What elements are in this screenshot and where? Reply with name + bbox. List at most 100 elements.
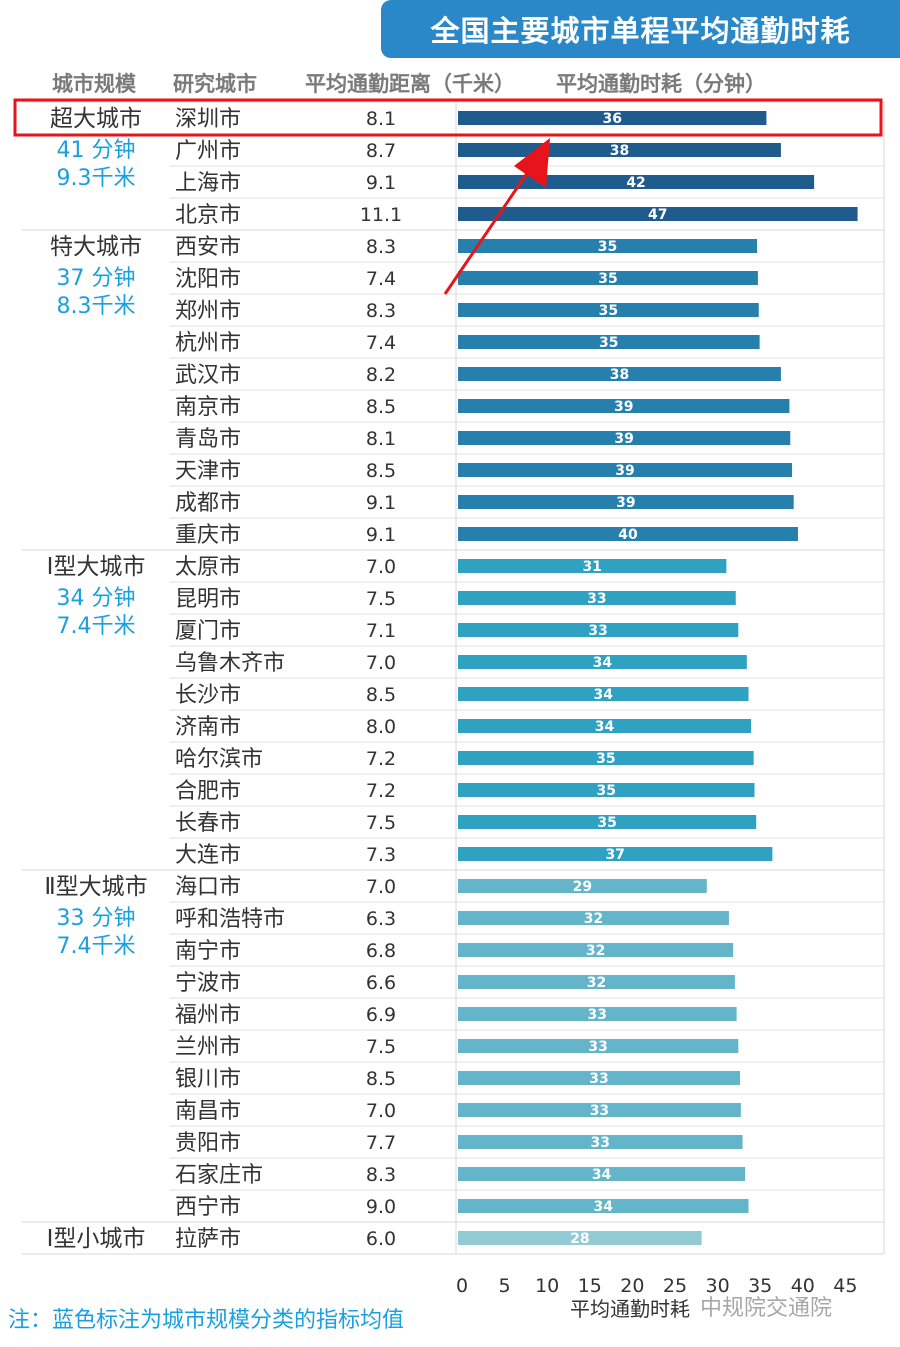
header-city: 研究城市	[173, 72, 257, 96]
bar-value-label: 36	[602, 111, 621, 127]
distance-value: 6.6	[366, 972, 396, 994]
group-avg-distance: 7.4千米	[57, 934, 136, 959]
distance-value: 11.1	[360, 204, 402, 226]
group-avg-distance: 7.4千米	[57, 614, 136, 639]
x-tick-label: 45	[833, 1275, 857, 1297]
bar	[458, 175, 815, 189]
bar-value-label: 35	[599, 335, 618, 351]
bar	[458, 431, 791, 445]
header-city-scale: 城市规模	[52, 72, 136, 96]
bar	[458, 751, 754, 765]
bar	[458, 1071, 741, 1085]
bar-value-label: 40	[618, 527, 638, 543]
highlight-arrow-shaft	[443, 159, 538, 295]
city-name: 福州市	[175, 1003, 241, 1028]
distance-value: 7.4	[366, 268, 396, 290]
bar	[458, 111, 767, 125]
bar	[458, 1231, 702, 1245]
bar-value-label: 33	[587, 591, 606, 607]
bar	[458, 943, 734, 957]
city-name: 石家庄市	[175, 1163, 263, 1188]
bar-value-label: 33	[589, 1071, 608, 1087]
bar-value-label: 37	[605, 847, 624, 863]
group-name: Ⅰ型大城市	[47, 554, 146, 580]
distance-value: 7.0	[366, 1100, 396, 1122]
city-name: 郑州市	[175, 299, 241, 324]
distance-value: 8.5	[366, 460, 396, 482]
city-name: 南京市	[175, 395, 241, 420]
chart-title: 全国主要城市单程平均通勤时耗	[430, 14, 851, 48]
bar-value-label: 33	[590, 1103, 609, 1119]
commute-chart: 36 深圳市 8.1 38 广州市 8.7 42 上海市 9.1 47 北京市 11.1 超大城市 41 …	[13, 98, 885, 1297]
distance-value: 7.5	[366, 812, 396, 834]
bar	[458, 591, 736, 605]
city-name: 银川市	[175, 1067, 241, 1092]
bar-value-label: 33	[588, 1039, 607, 1055]
x-axis-title: 平均通勤时耗	[570, 1297, 690, 1321]
city-name: 沈阳市	[175, 267, 241, 292]
bar-value-label: 32	[587, 975, 606, 991]
bar	[458, 207, 858, 221]
bar	[458, 623, 739, 637]
city-name: 哈尔滨市	[175, 747, 263, 772]
distance-value: 8.1	[366, 108, 396, 130]
city-name: 重庆市	[175, 523, 241, 548]
bar	[458, 879, 707, 893]
bar-value-label: 47	[648, 207, 667, 223]
city-name: 杭州市	[175, 331, 241, 356]
bar	[458, 815, 757, 829]
title-banner: 全国主要城市单程平均通勤时耗	[381, 0, 900, 58]
bar	[458, 495, 794, 509]
bar	[458, 303, 759, 317]
bar	[458, 975, 735, 989]
city-name: 兰州市	[175, 1035, 241, 1060]
bar-value-label: 39	[616, 495, 635, 511]
distance-value: 7.3	[366, 844, 396, 866]
city-name: 西宁市	[175, 1195, 241, 1220]
group-avg-time: 37 分钟	[57, 266, 136, 291]
city-name: 乌鲁木齐市	[175, 651, 285, 676]
bar	[458, 1103, 741, 1117]
bar-value-label: 31	[582, 559, 601, 575]
city-name: 厦门市	[175, 619, 241, 644]
footnote: 注：蓝色标注为城市规模分类的指标均值	[8, 1308, 405, 1333]
distance-value: 7.0	[366, 652, 396, 674]
bar-value-label: 35	[598, 239, 617, 255]
city-name: 海口市	[175, 875, 241, 900]
city-name: 昆明市	[175, 587, 241, 612]
bar-value-label: 32	[586, 943, 605, 959]
bar-value-label: 29	[573, 879, 592, 895]
bar-value-label: 39	[614, 399, 633, 415]
group-avg-time: 34 分钟	[57, 586, 136, 611]
city-name: 太原市	[175, 555, 241, 580]
distance-value: 7.1	[366, 620, 396, 642]
distance-value: 8.7	[366, 140, 396, 162]
bar	[458, 1007, 737, 1021]
header-distance: 平均通勤距离（千米）	[305, 72, 515, 96]
distance-value: 7.0	[366, 876, 396, 898]
distance-value: 8.2	[366, 364, 396, 386]
bar-value-label: 34	[593, 655, 613, 671]
distance-value: 7.5	[366, 588, 396, 610]
distance-value: 8.3	[366, 1164, 396, 1186]
bar	[458, 719, 752, 733]
city-name: 贵阳市	[175, 1131, 241, 1156]
bar	[458, 271, 758, 285]
bar-value-label: 39	[615, 463, 634, 479]
bar-value-label: 39	[614, 431, 633, 447]
city-name: 成都市	[175, 491, 241, 516]
bar	[458, 847, 773, 861]
distance-value: 9.1	[366, 524, 396, 546]
bar-value-label: 33	[591, 1135, 610, 1151]
city-name: 济南市	[175, 715, 241, 740]
distance-value: 6.8	[366, 940, 396, 962]
bar	[458, 783, 755, 797]
bar	[458, 911, 729, 925]
city-name: 天津市	[175, 459, 241, 484]
group-avg-time: 41 分钟	[57, 138, 136, 163]
bar-value-label: 34	[594, 1199, 614, 1215]
distance-value: 8.0	[366, 716, 396, 738]
distance-value: 9.1	[366, 492, 396, 514]
x-tick-label: 25	[663, 1275, 687, 1297]
bar-value-label: 34	[592, 1167, 612, 1183]
